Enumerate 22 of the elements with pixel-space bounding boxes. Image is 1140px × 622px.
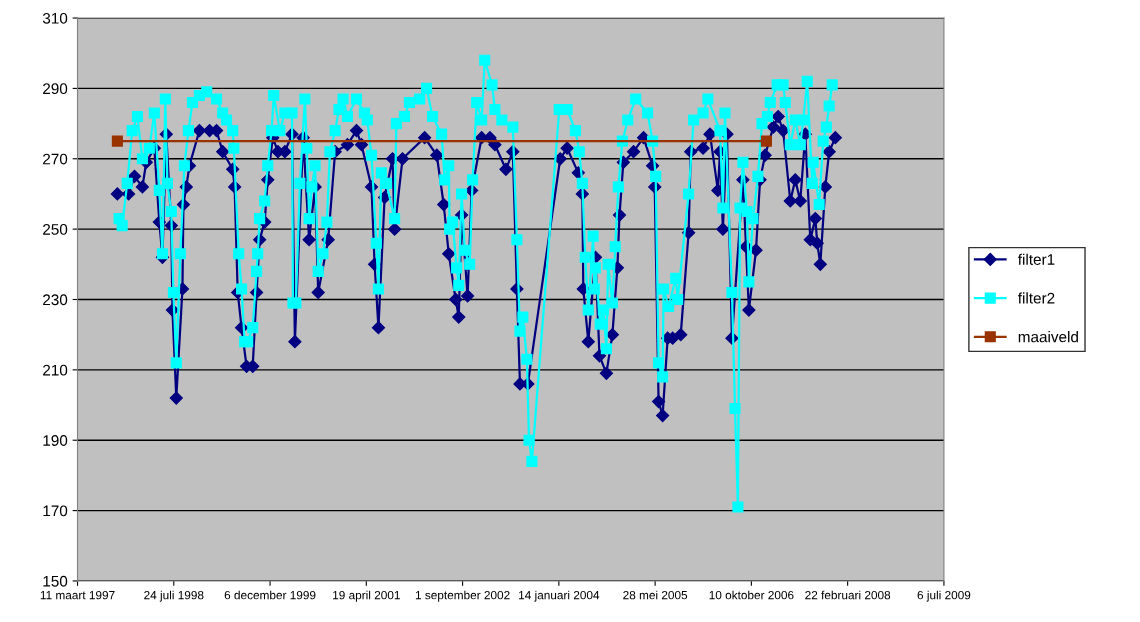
y-tick-label: 310	[42, 12, 68, 24]
x-tick-label: 28 mei 2005	[623, 590, 688, 600]
y-tick-label: 290	[43, 83, 68, 95]
y-tick-label: 250	[43, 224, 68, 235]
legend-label: filter1	[1017, 253, 1055, 265]
legend-label: maaiveld	[1018, 331, 1078, 343]
y-tick-label: 210	[43, 364, 68, 376]
x-tick-label: 19 april 2001	[333, 590, 400, 602]
legend-label: filter2	[1017, 292, 1055, 304]
x-tick-label: 6 december 1999	[224, 590, 316, 600]
x-tick-label: 14 januari 2004	[519, 590, 600, 602]
x-tick-label: 6 juli 2009	[917, 590, 971, 602]
y-tick-label: 190	[43, 435, 68, 446]
x-tick-label: 11 maart 1997	[40, 590, 115, 600]
y-tick-label: 150	[43, 575, 68, 587]
x-tick-label: 10 oktober 2006	[709, 590, 794, 600]
x-tick-label: 24 juli 1998	[144, 590, 204, 602]
y-tick-label: 170	[43, 505, 68, 517]
y-tick-label: 270	[43, 153, 68, 165]
y-tick-label: 230	[43, 294, 68, 306]
x-tick-label: 1 september 2002	[415, 590, 510, 602]
x-tick-label: 22 februari 2008	[805, 590, 891, 600]
